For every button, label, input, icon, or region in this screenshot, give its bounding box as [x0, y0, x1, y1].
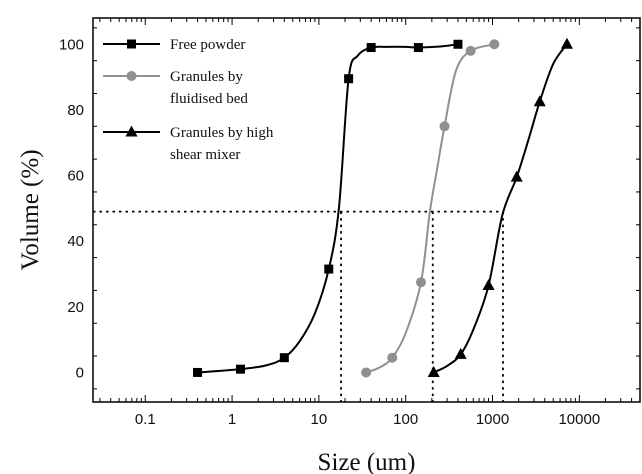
- series-2-point: [489, 39, 500, 50]
- series-curves: [197, 43, 568, 374]
- x-tick-label: 1000: [476, 411, 509, 428]
- legend-label-3: Granules by high: [170, 125, 274, 141]
- series-1-point: [366, 43, 376, 53]
- series-1-point: [279, 353, 289, 363]
- series-3-point: [454, 347, 467, 359]
- x-tick-label: 10000: [558, 411, 600, 428]
- plot-frame: [92, 17, 641, 403]
- legend-label-2: Granules by: [170, 69, 243, 85]
- legend-label-1: Free powder: [170, 37, 245, 53]
- series-2-point: [361, 367, 372, 378]
- series-line-3: [433, 43, 568, 374]
- series-1-point: [344, 74, 354, 84]
- series-3-point: [560, 37, 573, 49]
- series-line-2: [365, 43, 495, 374]
- y-tick-label: 0: [76, 364, 84, 381]
- legend-marker-3: [125, 125, 138, 137]
- series-markers: [193, 37, 573, 378]
- series-1-point: [193, 367, 203, 377]
- series-2-point: [439, 121, 450, 132]
- y-tick-label: 80: [67, 102, 84, 119]
- series-1-point: [235, 364, 245, 374]
- legend-marker-1: [127, 39, 136, 49]
- x-tick-label: 1: [228, 411, 236, 428]
- plot-border: [92, 17, 641, 403]
- y-tick-label: 60: [67, 168, 84, 185]
- y-tick-label: 20: [67, 299, 84, 316]
- series-1-point: [453, 39, 463, 49]
- x-axis-title: Size (um): [318, 449, 416, 474]
- series-3-point: [427, 365, 440, 377]
- series-1-point: [324, 264, 334, 274]
- series-line-1: [197, 43, 459, 374]
- reference-lines: [93, 210, 504, 402]
- series-3-point: [482, 278, 495, 290]
- x-tick-label: 10: [311, 411, 328, 428]
- series-2-point: [387, 352, 398, 363]
- series-2-point: [465, 45, 476, 56]
- series-3-point: [533, 95, 546, 107]
- y-tick-label: 100: [59, 36, 84, 53]
- series-2-point: [415, 277, 426, 288]
- legend-label-3: shear mixer: [170, 147, 240, 163]
- series-3-point: [510, 170, 523, 182]
- legend-label-2: fluidised bed: [170, 91, 248, 107]
- x-tick-label: 100: [393, 411, 418, 428]
- series-1-point: [413, 43, 423, 53]
- y-axis-title: Volume (%): [17, 149, 44, 270]
- legend: Free powder Granules by fluidised bed Granu…: [103, 37, 274, 163]
- x-tick-label: 0.1: [135, 411, 156, 428]
- legend-marker-2: [126, 71, 137, 81]
- y-tick-label: 40: [67, 233, 84, 250]
- axis-ticks: 0.1 1 10 100 1000 10000 0 20 40 60 80 100: [59, 18, 641, 428]
